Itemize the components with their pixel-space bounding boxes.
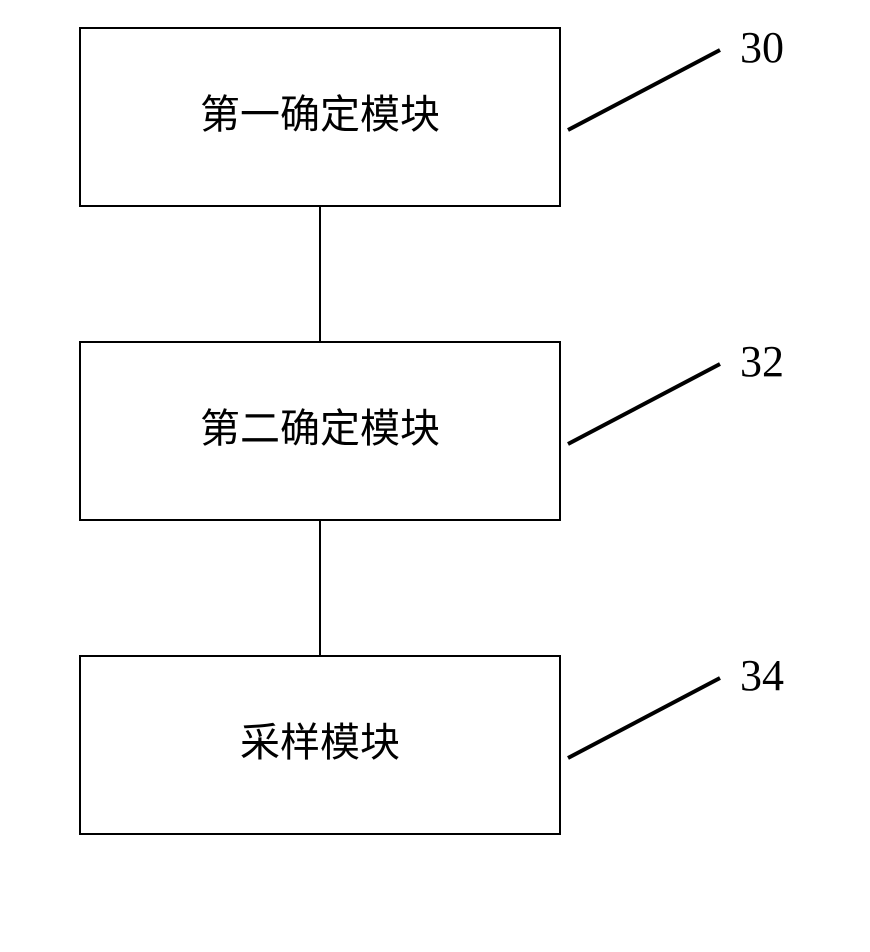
node-number: 32 — [740, 337, 784, 386]
node-n0: 第一确定模块 30 — [80, 23, 784, 206]
callout-line — [568, 364, 720, 444]
node-label: 第一确定模块 — [200, 92, 440, 137]
node-n1: 第二确定模块 32 — [80, 337, 784, 520]
callout-line — [568, 50, 720, 130]
node-label: 第二确定模块 — [200, 406, 440, 451]
node-n2: 采样模块 34 — [80, 651, 784, 834]
callout-line — [568, 678, 720, 758]
node-number: 34 — [740, 651, 784, 700]
node-number: 30 — [740, 23, 784, 72]
node-label: 采样模块 — [240, 720, 400, 765]
